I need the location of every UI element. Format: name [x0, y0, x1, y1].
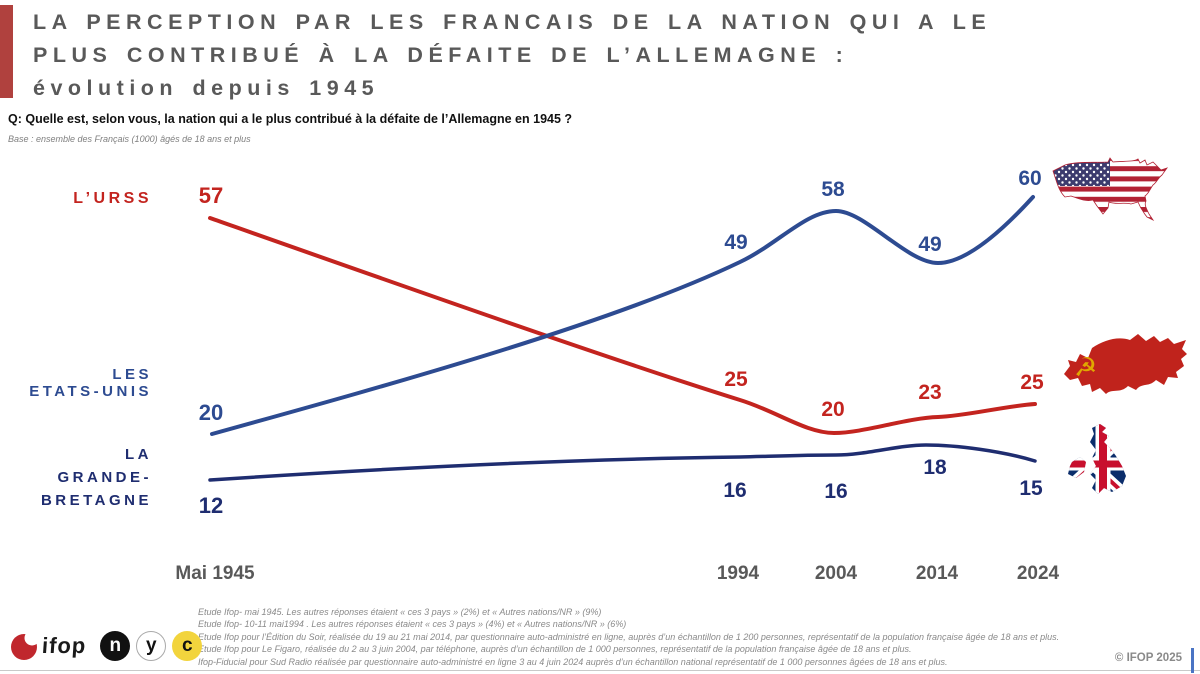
usa-line — [210, 195, 1035, 436]
logo-bar: ifop n y c — [10, 626, 203, 666]
data-label-usa-1945: 20 — [198, 400, 224, 425]
footnote-2: Etude Ifop- 10-11 mai1994 . Les autres r… — [198, 619, 627, 630]
footnotes: Etude Ifop- mai 1945. Les autres réponse… — [198, 606, 1158, 668]
nyc-logo-y-icon: y — [136, 631, 167, 661]
usa-flag-map-icon — [1052, 157, 1169, 222]
uk-flag-map-icon — [1068, 424, 1126, 494]
data-label-usa-2024: 60 — [1018, 167, 1042, 190]
x-axis-label-1994: 1994 — [716, 563, 760, 584]
nyc-logo-c-icon: c — [172, 631, 203, 661]
ifop-logo-text: ifop — [41, 633, 88, 658]
data-label-urss-1945: 57 — [198, 183, 224, 208]
data-label-gb-2004: 16 — [824, 480, 848, 503]
gb-line — [208, 443, 1037, 482]
sample-base-note: Base : ensemble des Français (1000) âgés… — [8, 134, 251, 144]
data-label-gb-1945: 12 — [198, 493, 224, 518]
data-label-gb-1994: 16 — [723, 479, 747, 502]
title-line-2: PLUS CONTRIBUÉ À LA DÉFAITE DE L’ALLEMAG… — [33, 43, 849, 67]
data-label-gb-2024: 15 — [1019, 477, 1043, 500]
data-label-urss-2014: 23 — [918, 381, 942, 404]
copyright: © IFOP 2025 — [1114, 652, 1182, 664]
data-label-urss-2024: 25 — [1020, 371, 1044, 394]
bottom-divider — [0, 670, 1200, 671]
bottom-blue-tick — [1191, 648, 1194, 673]
series-label-gb-line1: LA — [125, 446, 152, 463]
series-label-gb-line2: GRANDE- — [57, 469, 152, 486]
footnote-1: Etude Ifop- mai 1945. Les autres réponse… — [198, 607, 602, 617]
page-title: LA PERCEPTION PAR LES FRANCAIS DE LA NAT… — [33, 6, 991, 105]
series-label-usa-line2: ETATS-UNIS — [29, 383, 152, 400]
series-label-usa: LES ETATS-UNIS — [10, 366, 152, 400]
data-label-usa-2004: 58 — [821, 178, 845, 201]
hammer-sickle-icon: ☭ — [1074, 353, 1097, 383]
series-label-usa-line1: LES — [112, 366, 152, 383]
data-label-urss-1994: 25 — [724, 368, 748, 391]
urss-line — [208, 216, 1037, 436]
data-label-usa-1994: 49 — [724, 231, 748, 254]
series-label-gb: LA GRANDE- BRETAGNE — [10, 443, 152, 512]
x-axis-label-2014: 2014 — [915, 563, 959, 584]
footnote-4: Etude Ifop pour Le Figaro, réalisée du 2… — [198, 644, 912, 655]
series-label-urss: L’URSS — [73, 190, 152, 207]
nyc-logo-n-icon: n — [100, 631, 131, 661]
x-axis-label-2024: 2024 — [1016, 563, 1060, 584]
x-axis-label-2004: 2004 — [814, 563, 858, 584]
x-axis-label-1945: Mai 1945 — [175, 563, 255, 584]
data-label-usa-2014: 49 — [918, 233, 942, 256]
ifop-logo-icon — [11, 630, 40, 660]
data-label-gb-2014: 18 — [923, 456, 947, 479]
series-label-gb-line3: BRETAGNE — [40, 492, 152, 509]
footnote-5: Ifop-Fiducial pour Sud Radio réalisée pa… — [198, 656, 948, 667]
footnote-3: Etude Ifop pour l’Édition du Soir, réali… — [198, 631, 1060, 642]
data-label-urss-2004: 20 — [821, 398, 845, 421]
survey-question: Q: Quelle est, selon vous, la nation qui… — [8, 112, 573, 126]
title-line-3: évolution depuis 1945 — [33, 76, 380, 100]
title-line-1: LA PERCEPTION PAR LES FRANCAIS DE LA NAT… — [33, 10, 992, 34]
title-accent-bar — [0, 5, 13, 98]
ussr-flag-map-icon: ☭ — [1064, 334, 1187, 394]
